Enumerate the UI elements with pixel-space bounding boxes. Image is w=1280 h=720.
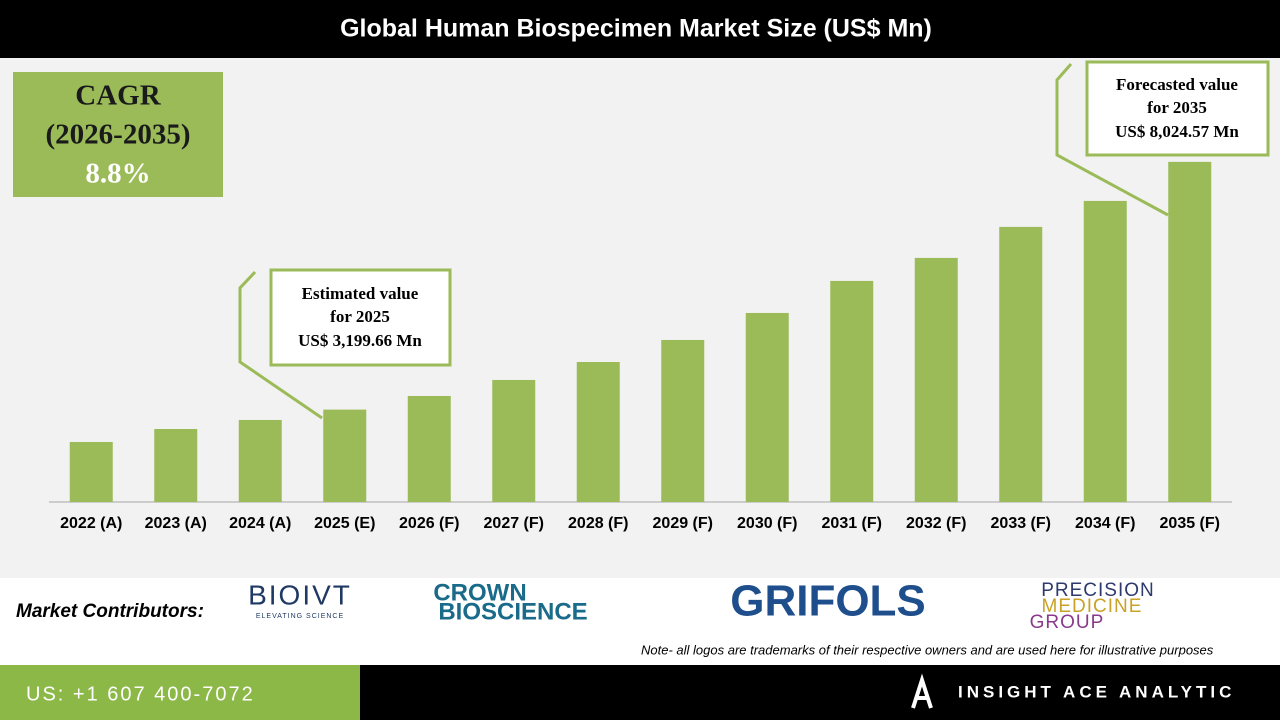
- cagr-box: [13, 72, 223, 197]
- bar: [407, 395, 451, 502]
- logo: MEDICINE: [1042, 596, 1143, 617]
- callout-line: [238, 270, 323, 420]
- x-tick-label: 2023 (A): [145, 515, 207, 532]
- estimate-text: for 2025: [330, 307, 390, 326]
- bar: [576, 361, 620, 502]
- bar: [914, 257, 958, 502]
- logo: PRECISION: [1041, 580, 1155, 601]
- bar: [1083, 200, 1127, 503]
- x-tick-label: 2027 (F): [484, 515, 544, 532]
- estimate-text: Estimated value: [302, 284, 419, 303]
- bar: [745, 312, 789, 502]
- brand-icon: [911, 673, 933, 709]
- forecast-text: Forecasted value: [1116, 75, 1238, 94]
- contributors-label: Market Contributors:: [16, 601, 204, 622]
- chart-title: Global Human Biospecimen Market Size (US…: [340, 15, 932, 43]
- header: [0, 0, 1280, 58]
- cagr-value: 8.8%: [85, 158, 150, 190]
- x-tick-label: 2035 (F): [1160, 515, 1220, 532]
- logo: CROWN: [433, 579, 526, 606]
- forecast-text: US$ 8,024.57 Mn: [1115, 122, 1239, 141]
- x-tick-label: 2025 (E): [314, 515, 375, 532]
- logo: GRIFOLS: [730, 577, 926, 626]
- logo: BIOIVT: [248, 579, 352, 610]
- x-tick-label: 2024 (A): [229, 515, 291, 532]
- note: Note- all logos are trademarks of their …: [641, 642, 1214, 657]
- x-tick-label: 2031 (F): [822, 515, 882, 532]
- logo: GROUP: [1030, 612, 1105, 633]
- x-tick-label: 2026 (F): [399, 515, 459, 532]
- bar: [830, 280, 874, 502]
- bar: [323, 409, 367, 502]
- bar: [69, 441, 113, 502]
- x-tick-label: 2030 (F): [737, 515, 797, 532]
- phone: US: +1 607 400-7072: [26, 683, 255, 705]
- bar: [999, 226, 1043, 502]
- forecast-box: [1085, 60, 1270, 157]
- x-tick-label: 2028 (F): [568, 515, 628, 532]
- x-tick-label: 2033 (F): [991, 515, 1051, 532]
- x-tick-label: 2029 (F): [653, 515, 713, 532]
- bar: [661, 339, 705, 502]
- x-tick-label: 2022 (A): [60, 515, 122, 532]
- callout-line: [1055, 63, 1169, 217]
- cagr-label: CAGR: [75, 80, 161, 112]
- bar: [154, 428, 198, 502]
- logo: ELEVATING SCIENCE: [256, 613, 344, 620]
- logo: BIOSCIENCE: [438, 598, 587, 625]
- bar: [492, 379, 536, 502]
- bar: [1168, 161, 1212, 503]
- phone-box: [0, 665, 360, 720]
- cagr-period: (2026-2035): [46, 119, 191, 151]
- bar: [238, 419, 282, 502]
- brand: INSIGHT ACE ANALYTIC: [958, 682, 1235, 701]
- x-tick-label: 2034 (F): [1075, 515, 1135, 532]
- estimate-box: [269, 268, 452, 367]
- forecast-text: for 2035: [1147, 98, 1207, 117]
- brand-box: [360, 665, 1280, 720]
- x-tick-label: 2032 (F): [906, 515, 966, 532]
- estimate-text: US$ 3,199.66 Mn: [298, 331, 422, 350]
